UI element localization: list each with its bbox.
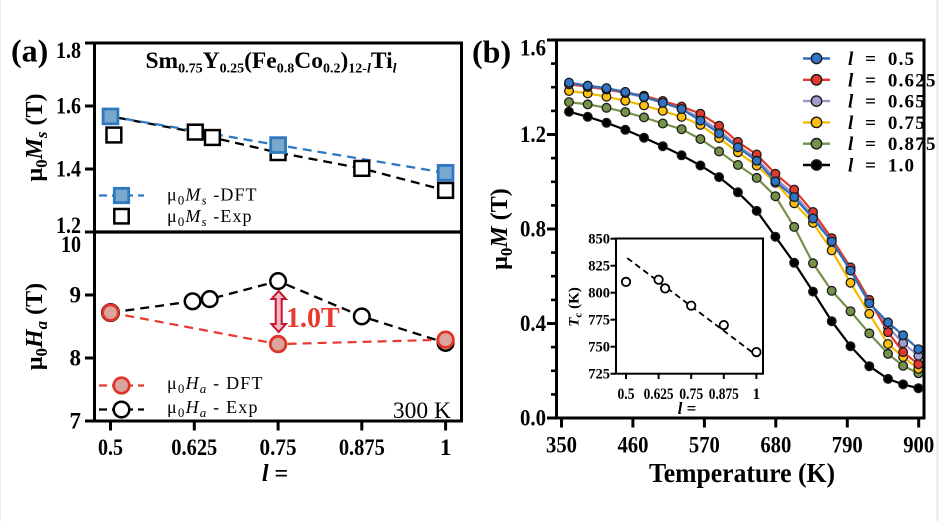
svg-text:Temperature (K): Temperature (K) [649,458,835,488]
svg-text:300 K: 300 K [393,398,451,424]
svg-text:0.875: 0.875 [709,386,739,403]
svg-text:350: 350 [546,433,577,458]
svg-text:1.6: 1.6 [56,94,81,119]
svg-text:0.4: 0.4 [520,311,546,336]
svg-text:1: 1 [440,435,452,460]
svg-text:8: 8 [70,346,82,371]
svg-text:800: 800 [588,286,610,302]
svg-text:0.875: 0.875 [339,435,385,460]
svg-text:1.2: 1.2 [520,122,546,147]
svg-text:0.75: 0.75 [679,386,703,403]
svg-text:0.625: 0.625 [171,435,217,460]
svg-text:0.5: 0.5 [618,386,635,403]
svg-text:μ0Ms -Exp: μ0Ms -Exp [167,206,253,229]
svg-text:μ0Ha - DFT: μ0Ha - DFT [167,373,264,396]
svg-text:900: 900 [903,433,934,458]
svg-text:7: 7 [70,409,82,434]
svg-text:570: 570 [689,433,720,458]
svg-text:1.8: 1.8 [56,38,81,63]
svg-text:1.6: 1.6 [520,36,546,61]
svg-text:0.625: 0.625 [644,386,674,403]
svg-text:0.5: 0.5 [98,435,123,460]
svg-text:l = 0.75: l = 0.75 [848,113,926,134]
svg-text:1: 1 [753,386,761,403]
svg-text:680: 680 [760,433,791,458]
svg-text:l =: l = [262,461,288,487]
svg-text:μ0Ms -DFT: μ0Ms -DFT [167,185,258,208]
svg-text:l =: l = [678,399,697,418]
svg-text:1.0T: 1.0T [286,303,340,334]
svg-text:775: 775 [588,313,610,329]
svg-text:850: 850 [588,232,610,248]
svg-text:l = 0.625: l = 0.625 [848,70,937,91]
svg-text:725: 725 [588,367,610,383]
svg-text:790: 790 [832,433,863,458]
svg-text:μ0Ha - Exp: μ0Ha - Exp [167,397,259,420]
svg-text:(b): (b) [472,34,511,70]
svg-text:l = 0.65: l = 0.65 [848,92,926,113]
svg-text:460: 460 [617,433,648,458]
svg-text:750: 750 [588,340,610,356]
svg-text:l = 1.0: l = 1.0 [848,156,915,177]
svg-text:l = 0.5: l = 0.5 [848,49,915,70]
svg-text:0.8: 0.8 [520,217,546,242]
svg-text:0.0: 0.0 [520,406,546,431]
svg-text:(a): (a) [11,33,48,69]
svg-text:0.75: 0.75 [260,435,297,460]
svg-text:μ0M (T): μ0M (T) [487,188,516,269]
svg-text:1.4: 1.4 [56,157,81,182]
svg-text:825: 825 [588,259,610,275]
svg-text:9: 9 [70,283,82,308]
svg-text:10: 10 [61,232,81,257]
svg-text:Tc (K): Tc (K) [567,287,585,326]
svg-text:1.2: 1.2 [56,213,81,238]
svg-text:l = 0.875: l = 0.875 [848,134,937,155]
